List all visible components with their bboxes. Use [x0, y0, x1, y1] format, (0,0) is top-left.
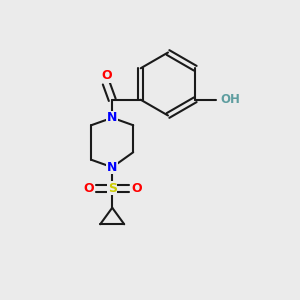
Text: OH: OH [221, 93, 241, 106]
Text: N: N [107, 161, 117, 174]
Text: O: O [131, 182, 142, 195]
Text: S: S [108, 182, 117, 195]
Text: O: O [83, 182, 94, 195]
Text: O: O [101, 69, 112, 82]
Text: N: N [107, 111, 117, 124]
